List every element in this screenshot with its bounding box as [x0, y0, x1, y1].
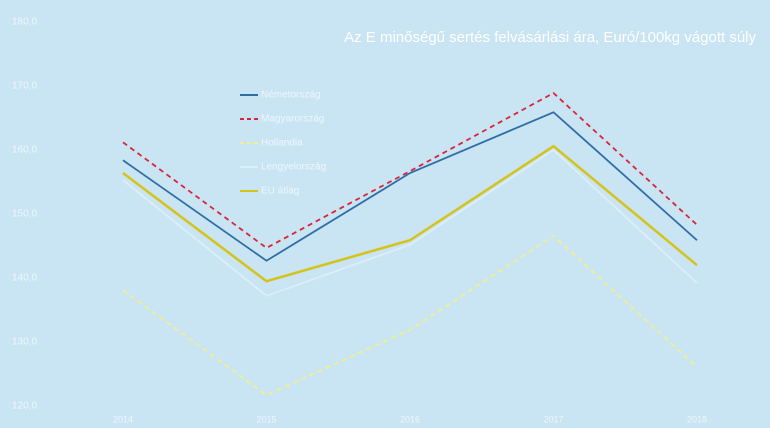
x-tick-label: 2018 [687, 414, 707, 424]
series-line [122, 148, 698, 297]
legend-label: Hollandia [261, 138, 303, 149]
y-tick-label: 130,0 [12, 337, 37, 348]
y-tick-label: 180,0 [12, 17, 37, 28]
chart-title: Az E minőségű sertés felvásárlási ára, E… [344, 29, 756, 46]
legend-label: Lengyelország [261, 162, 326, 173]
series-line [122, 234, 698, 397]
y-tick-label: 150,0 [12, 209, 37, 220]
y-tick-label: 140,0 [12, 273, 37, 284]
x-tick-label: 2015 [256, 414, 276, 424]
legend-label: EU átlag [261, 186, 299, 197]
y-tick-label: 120,0 [12, 401, 37, 412]
x-tick-label: 2017 [543, 414, 563, 424]
series-line [122, 111, 698, 262]
y-tick-label: 170,0 [12, 81, 37, 92]
y-tick-label: 160,0 [12, 145, 37, 156]
series-line [122, 91, 698, 249]
series-line [122, 144, 698, 283]
x-tick-label: 2014 [113, 414, 133, 424]
legend-label: Németország [261, 90, 320, 101]
x-tick-label: 2016 [400, 414, 420, 424]
legend-label: Magyarország [261, 114, 324, 125]
